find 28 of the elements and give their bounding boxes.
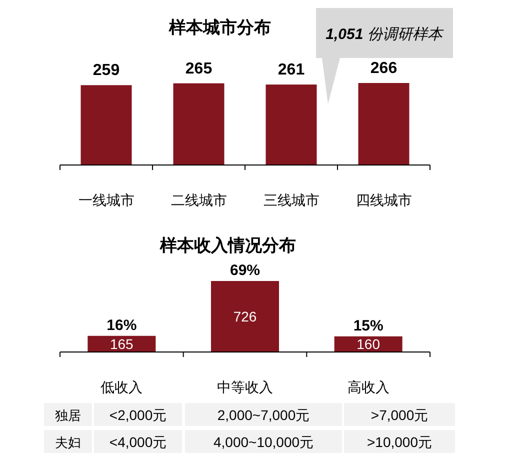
x-tick-label: 中等收入 (217, 380, 273, 396)
text: <4,000元 (109, 434, 167, 450)
annotation: 16% (106, 316, 137, 334)
chart-title: 样本城市分布 (168, 18, 271, 37)
x-tick-label: 二线城市 (170, 193, 227, 209)
text: <2,000元 (109, 407, 167, 423)
x-tick-label: 高收入 (347, 380, 390, 396)
annotation: 69% (230, 262, 260, 279)
annotation: 15% (353, 317, 384, 334)
x-tick-label: 一线城市 (78, 193, 134, 209)
text: >7,000元 (370, 407, 428, 423)
data-label: 265 (185, 60, 212, 78)
data-label: 266 (370, 60, 398, 77)
data-label: 259 (92, 62, 120, 80)
data-label: 726 (233, 308, 257, 324)
x-tick-label: 四线城市 (356, 193, 412, 209)
x-tick-label: 三线城市 (263, 193, 320, 209)
category-label: 夫妇 (55, 435, 81, 450)
data-label: 165 (110, 336, 134, 352)
data-label: 261 (278, 62, 305, 79)
chart-title: 样本收入情况分布 (159, 236, 296, 255)
category-label: 独居 (55, 408, 81, 423)
data-label: 160 (356, 336, 380, 352)
x-tick-label: 低收入 (100, 380, 143, 396)
text: 4,000~10,000元 (213, 434, 314, 450)
text: >10,000元 (367, 434, 432, 450)
text: 1,051 份调研样本 (326, 26, 444, 43)
text: 2,000~7,000元 (217, 407, 310, 423)
